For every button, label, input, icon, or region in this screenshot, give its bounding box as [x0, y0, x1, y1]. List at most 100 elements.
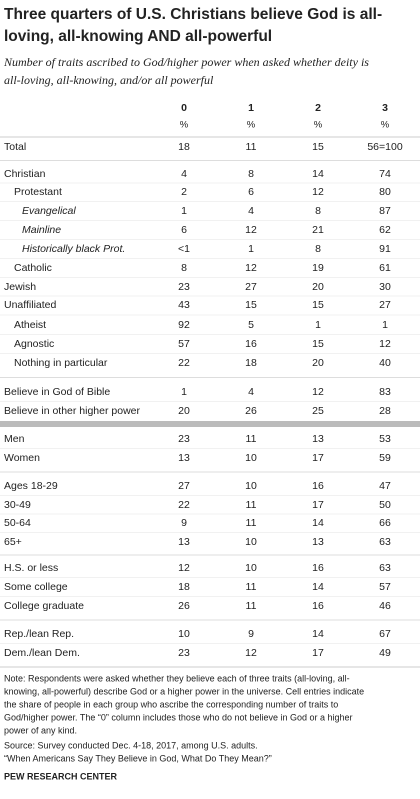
cell: 47: [379, 480, 391, 492]
cell: 15: [312, 141, 324, 153]
row-label: H.S. or less: [4, 562, 58, 574]
cell: 11: [246, 581, 257, 593]
row-label: Mainline: [22, 224, 61, 236]
title: Three quarters of U.S. Christians believ…: [4, 6, 382, 23]
cell: 20: [312, 281, 324, 293]
org-name: PEW RESEARCH CENTER: [4, 771, 118, 781]
cell: 1: [315, 319, 321, 331]
cell: 67: [379, 628, 391, 640]
cell: 9: [248, 628, 254, 640]
row-label: Total: [4, 141, 26, 153]
cell: 8: [248, 168, 254, 180]
cell: 16: [312, 562, 324, 574]
cell: 16: [312, 480, 324, 492]
cell: 12: [312, 186, 324, 198]
column-header: 3: [382, 102, 388, 114]
cell: 1: [382, 319, 388, 331]
cell: 27: [178, 480, 190, 492]
row-label: Evangelical: [22, 205, 76, 217]
cell: 18: [245, 357, 257, 369]
note: Note: Respondents were asked whether the…: [4, 673, 350, 683]
cell: 14: [312, 628, 324, 640]
cell: 13: [312, 433, 324, 445]
cell: 12: [245, 224, 257, 236]
row-label: Believe in other higher power: [4, 405, 141, 417]
row-label: Some college: [4, 581, 68, 593]
note: knowing, all-powerful) describe God or a…: [4, 686, 364, 696]
cell: 43: [178, 299, 190, 311]
cell: 1: [181, 205, 187, 217]
cell: 6: [248, 186, 254, 198]
row-label: Ages 18-29: [4, 480, 58, 492]
row-label: Protestant: [14, 186, 62, 198]
cell: 10: [245, 480, 257, 492]
cell: 11: [246, 517, 257, 529]
row-label: Men: [4, 433, 25, 445]
cell: 18: [178, 141, 190, 153]
cell: 12: [178, 562, 190, 574]
cell: 49: [379, 647, 391, 659]
cell: 83: [379, 386, 391, 398]
cell: 14: [312, 168, 324, 180]
row-label: College graduate: [4, 600, 84, 612]
cell: 57: [178, 338, 190, 350]
cell: 10: [245, 452, 257, 464]
cell: 1: [181, 386, 187, 398]
cell: 87: [379, 205, 391, 217]
cell: 28: [379, 405, 391, 417]
cell: 11: [246, 600, 257, 612]
cell: 2: [181, 186, 187, 198]
cell: 91: [379, 243, 391, 255]
cell: 57: [379, 581, 391, 593]
cell: 11: [246, 499, 257, 511]
cell: 16: [312, 600, 324, 612]
cell: 59: [379, 452, 391, 464]
cell: 23: [178, 281, 190, 293]
cell: 21: [312, 224, 324, 236]
cell: 10: [245, 536, 257, 548]
cell: 27: [245, 281, 257, 293]
column-unit: %: [314, 120, 323, 131]
row-label: Rep./lean Rep.: [4, 628, 74, 640]
cell: 11: [246, 141, 257, 153]
cell: 50: [379, 499, 391, 511]
cell: 62: [379, 224, 391, 236]
cell: 14: [312, 517, 324, 529]
column-header: 0: [181, 102, 187, 114]
cell: 5: [248, 319, 254, 331]
cell: 25: [312, 405, 324, 417]
cell: 53: [379, 433, 391, 445]
cell: 61: [379, 262, 391, 274]
cell: 27: [379, 299, 391, 311]
subtitle: all-loving, all-knowing, and/or all powe…: [4, 73, 214, 87]
cell: 8: [315, 205, 321, 217]
cell: 63: [379, 562, 391, 574]
source: Source: Survey conducted Dec. 4-18, 2017…: [4, 740, 258, 750]
cell: 13: [178, 536, 190, 548]
cell: 63: [379, 536, 391, 548]
cell: 13: [178, 452, 190, 464]
cell: 26: [245, 405, 257, 417]
cell: 15: [312, 299, 324, 311]
row-label: Nothing in particular: [14, 357, 108, 369]
cell: 10: [245, 562, 257, 574]
note: God/higher power. The “0” column include…: [4, 712, 353, 722]
cell: 22: [178, 357, 190, 369]
column-unit: %: [180, 120, 189, 131]
cell: 12: [245, 262, 257, 274]
cell: 30: [379, 281, 391, 293]
row-label: Unaffiliated: [4, 299, 57, 311]
cell: 12: [379, 338, 391, 350]
column-unit: %: [247, 120, 256, 131]
cell: 4: [248, 205, 254, 217]
cell: 66: [379, 517, 391, 529]
cell: 74: [379, 168, 391, 180]
cell: 56=100: [367, 141, 402, 153]
row-label: Christian: [4, 168, 46, 180]
title: loving, all-knowing AND all-powerful: [4, 28, 272, 45]
cell: 23: [178, 433, 190, 445]
divider-bar: [0, 421, 420, 427]
cell: 9: [181, 517, 187, 529]
source: “When Americans Say They Believe in God,…: [4, 753, 272, 763]
row-label: Women: [4, 452, 40, 464]
